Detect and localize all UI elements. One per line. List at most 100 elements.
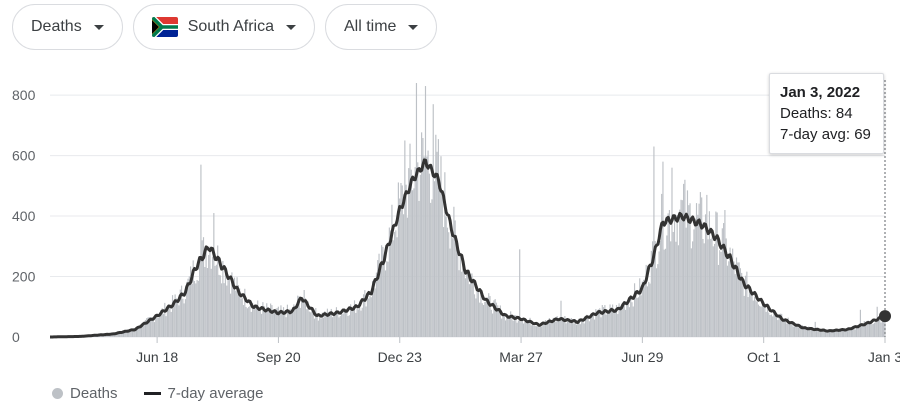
deaths-bar — [875, 320, 877, 337]
deaths-bar — [170, 311, 172, 337]
deaths-bar — [668, 210, 670, 337]
deaths-bar — [422, 138, 424, 337]
deaths-bar — [359, 305, 361, 337]
deaths-bar — [444, 172, 446, 337]
deaths-bar — [495, 302, 498, 337]
deaths-bar — [122, 331, 125, 337]
deaths-bar — [217, 245, 219, 337]
deaths-bar — [202, 237, 205, 337]
deaths-bar — [840, 328, 842, 337]
deaths-bar — [417, 162, 419, 337]
deaths-bar — [397, 182, 399, 337]
deaths-bar — [606, 313, 609, 337]
deaths-bar — [166, 309, 168, 337]
deaths-bar — [131, 330, 134, 337]
deaths-bar — [304, 298, 307, 337]
deaths-bar — [861, 325, 863, 337]
deaths-bar — [428, 173, 430, 337]
deaths-bar — [819, 331, 821, 337]
deaths-bar — [160, 309, 162, 337]
deaths-bar — [685, 227, 687, 337]
deaths-bar — [633, 283, 636, 337]
deaths-bar — [704, 214, 707, 337]
deaths-bar — [783, 319, 785, 337]
deaths-bar — [734, 274, 736, 337]
deaths-bar — [831, 329, 833, 337]
deaths-bar — [723, 223, 725, 337]
deaths-bar — [303, 290, 305, 337]
deaths-bar — [381, 245, 383, 337]
deaths-bar — [138, 328, 140, 337]
metric-dropdown[interactable]: Deaths — [12, 4, 123, 50]
deaths-bar — [476, 286, 478, 337]
deaths-bar — [662, 161, 664, 337]
deaths-bar — [796, 323, 798, 337]
deaths-bar — [688, 205, 690, 337]
deaths-bar — [792, 326, 794, 337]
deaths-bar — [579, 324, 581, 337]
deaths-bar — [817, 327, 819, 337]
deaths-bar — [707, 239, 709, 337]
deaths-bar — [159, 314, 161, 337]
deaths-bar — [498, 309, 500, 337]
time-range-dropdown[interactable]: All time — [324, 4, 438, 50]
deaths-bar — [242, 305, 245, 337]
deaths-bar — [805, 327, 807, 337]
deaths-bar — [452, 238, 454, 337]
deaths-bar — [282, 307, 285, 337]
deaths-bar — [519, 249, 521, 337]
deaths-bar — [268, 310, 270, 337]
deaths-bar — [387, 261, 389, 337]
deaths-bar — [671, 167, 673, 337]
deaths-bar — [864, 323, 867, 337]
deaths-bar — [356, 307, 358, 337]
deaths-bar — [768, 312, 770, 337]
deaths-bar — [219, 275, 221, 337]
deaths-bar — [222, 260, 224, 337]
deaths-bar — [135, 328, 137, 337]
deaths-bar — [713, 243, 716, 337]
deaths-bar — [298, 296, 300, 337]
deaths-bar — [544, 320, 547, 337]
deaths-bar — [742, 278, 744, 337]
deaths-bar — [787, 317, 789, 337]
deaths-bar — [424, 86, 427, 337]
deaths-bar — [795, 323, 797, 337]
deaths-bar — [326, 308, 328, 337]
deaths-bar — [583, 323, 585, 337]
deaths-bar — [249, 305, 251, 337]
deaths-bar — [360, 310, 362, 337]
deaths-bar — [116, 333, 118, 337]
deaths-bar — [800, 325, 802, 337]
deaths-bar — [617, 314, 619, 337]
time-range-label: All time — [343, 18, 397, 35]
deaths-bar — [273, 311, 276, 337]
deaths-bar — [526, 320, 529, 337]
deaths-bar — [470, 273, 472, 337]
deaths-bar — [197, 280, 199, 337]
deaths-bar — [134, 329, 136, 337]
deaths-chart[interactable]: 0 200 400 600 800 Jun 18 Sep 20 Dec 23 Mar 27 Ju… — [0, 60, 900, 380]
deaths-bar — [334, 313, 336, 337]
deaths-bar — [530, 325, 532, 337]
deaths-bar — [258, 306, 260, 337]
legend-average-label: 7-day average — [167, 385, 264, 402]
chevron-down-icon — [285, 24, 296, 30]
deaths-bar — [574, 319, 576, 337]
deaths-bar — [690, 248, 692, 337]
deaths-bar — [716, 212, 718, 337]
deaths-bar — [822, 328, 824, 337]
deaths-bar — [680, 199, 682, 337]
country-dropdown[interactable]: South Africa — [132, 4, 315, 50]
deaths-bar — [455, 235, 458, 337]
deaths-bar — [477, 289, 479, 337]
deaths-bar — [670, 241, 672, 337]
deaths-bar — [808, 326, 810, 337]
deaths-bar — [772, 316, 774, 337]
deaths-bar — [248, 306, 250, 337]
deaths-bar — [133, 328, 135, 337]
deaths-bar — [237, 285, 239, 337]
deaths-bar — [121, 333, 123, 337]
deaths-bar — [291, 307, 294, 337]
deaths-bar — [236, 277, 238, 337]
